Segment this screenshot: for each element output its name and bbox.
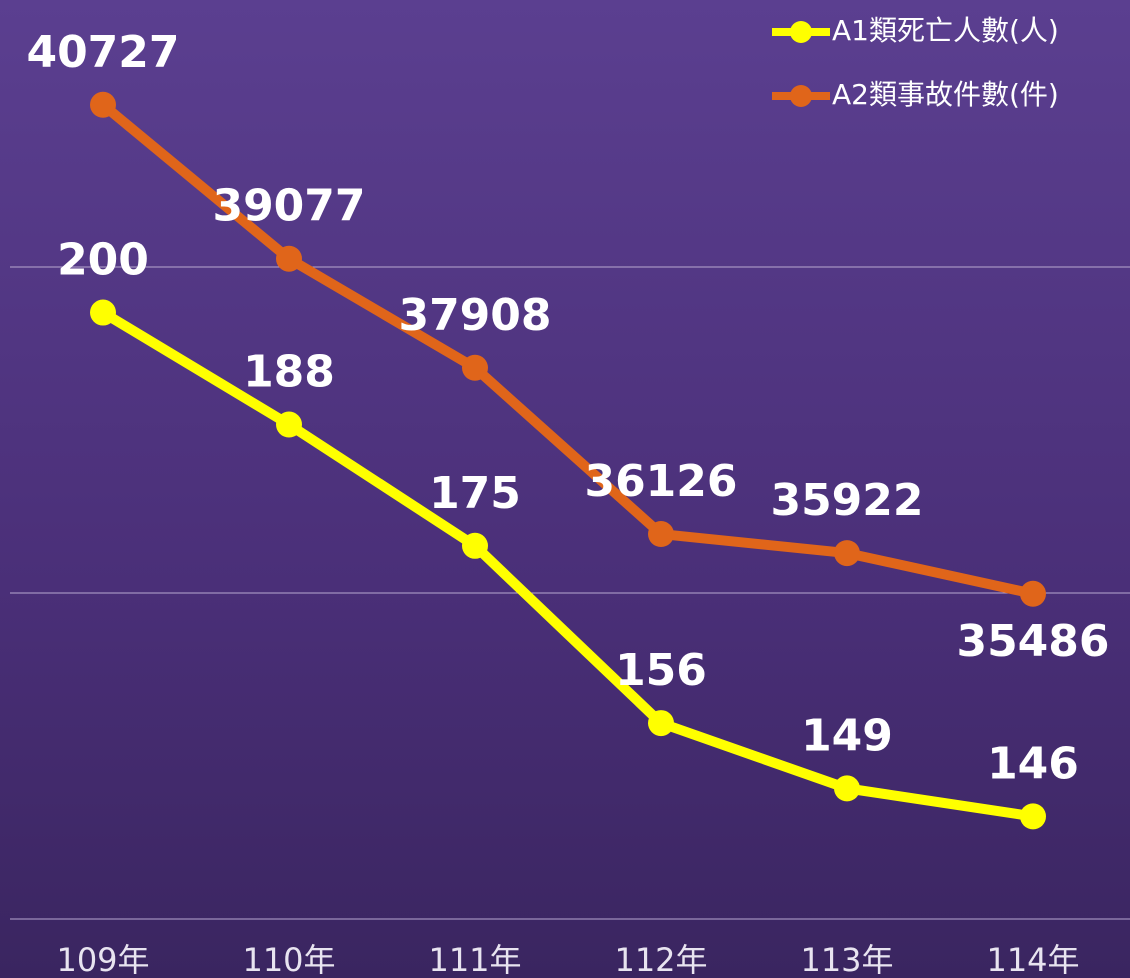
data-label: 156: [615, 645, 707, 696]
point: [648, 710, 674, 736]
point: [834, 540, 860, 566]
data-label: 149: [801, 710, 893, 761]
legend-marker: [790, 21, 812, 43]
x-tick-label: 114年: [986, 941, 1079, 978]
point: [834, 775, 860, 801]
x-tick-label: 109年: [56, 941, 149, 978]
background: [0, 0, 1130, 978]
data-label: 39077: [212, 181, 365, 232]
x-tick-label: 111年: [428, 941, 521, 978]
point: [462, 355, 488, 381]
data-label: 37908: [398, 290, 551, 341]
point: [1020, 803, 1046, 829]
point: [276, 246, 302, 272]
data-label: 35486: [956, 616, 1109, 667]
data-label: 35922: [770, 475, 923, 526]
point: [90, 92, 116, 118]
x-tick-label: 112年: [614, 941, 707, 978]
data-label: 40727: [26, 27, 179, 78]
x-tick-label: 110年: [242, 941, 335, 978]
legend-marker: [790, 85, 812, 107]
data-label: 188: [243, 347, 335, 398]
point: [276, 412, 302, 438]
legend-label: A2類事故件數(件): [832, 78, 1059, 111]
point: [462, 533, 488, 559]
legend-label: A1類死亡人數(人): [832, 14, 1059, 47]
point: [90, 300, 116, 326]
chart: 109年 110年 111年 112年 113年 114年 40727 39077 37908 3…: [0, 0, 1130, 978]
data-label: 200: [57, 235, 149, 286]
point: [1020, 581, 1046, 607]
x-tick-label: 113年: [800, 941, 893, 978]
point: [648, 521, 674, 547]
data-label: 146: [987, 738, 1079, 789]
data-label: 175: [429, 468, 521, 519]
data-label: 36126: [584, 456, 737, 507]
